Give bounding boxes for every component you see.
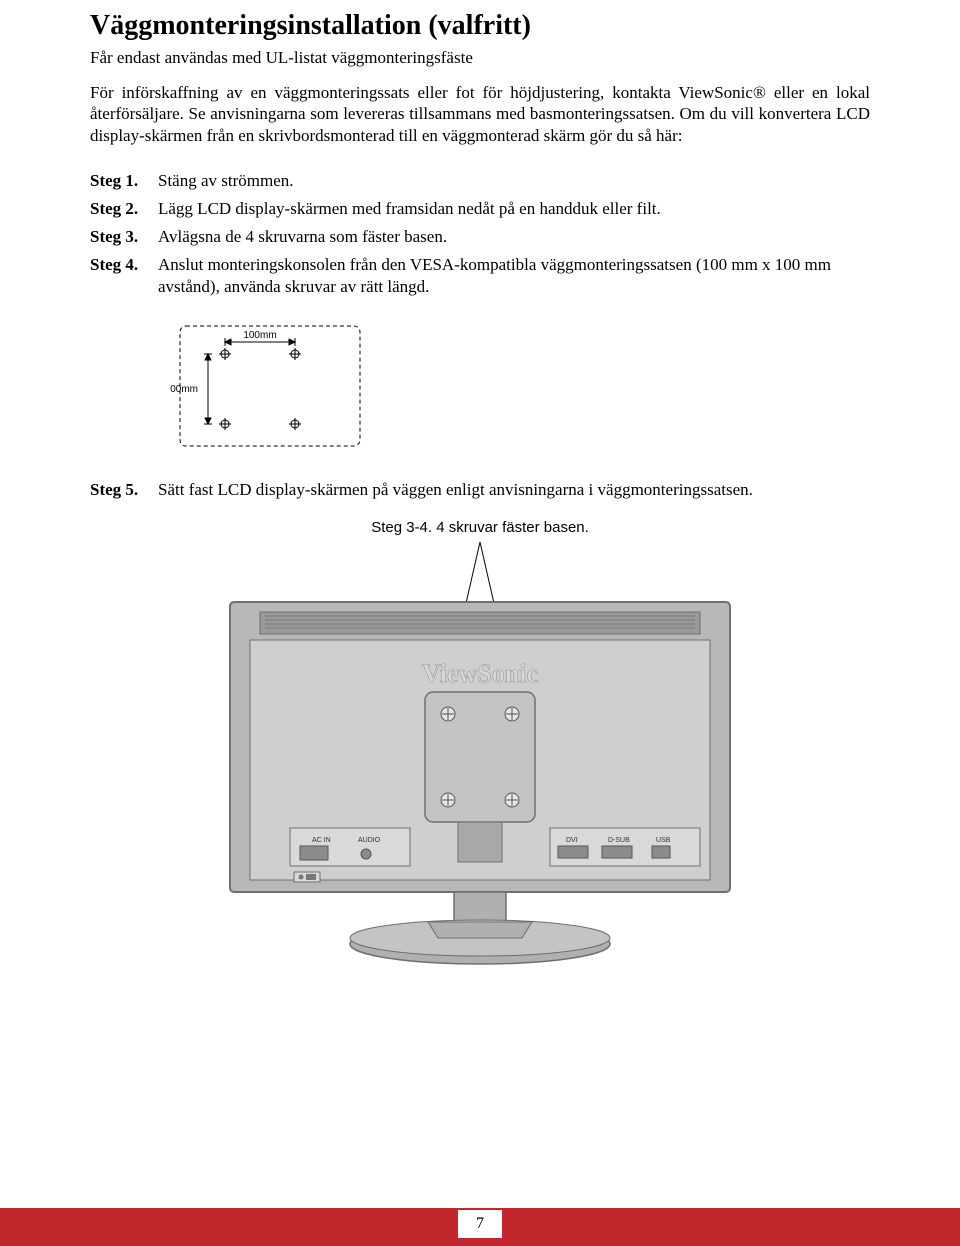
step-text: Stäng av strömmen. [158,170,870,192]
vesa-diagram: 100mm 100mm [170,316,870,461]
intro-paragraph: För införskaffning av en väggmonteringss… [90,82,870,146]
port-label: AUDIO [358,837,381,844]
step-row: Steg 5. Sätt fast LCD display-skärmen på… [90,479,870,501]
footer-bar: 7 [0,1208,960,1246]
step-text: Avlägsna de 4 skruvarna som fäster basen… [158,226,870,248]
vesa-h-label: 100mm [243,330,276,341]
step-label: Steg 4. [90,254,158,298]
step-row: Steg 2. Lägg LCD display-skärmen med fra… [90,198,870,220]
step-text: Anslut monteringskonsolen från den VESA-… [158,254,870,298]
port-label: DVI [566,837,578,844]
step-row: Steg 3. Avlägsna de 4 skruvarna som fäst… [90,226,870,248]
step-text: Lägg LCD display-skärmen med framsidan n… [158,198,870,220]
step-label: Steg 3. [90,226,158,248]
page-title: Väggmonteringsinstallation (valfritt) [90,10,870,42]
port-label: D-SUB [608,837,630,844]
step-row: Steg 1. Stäng av strömmen. [90,170,870,192]
vesa-v-label: 100mm [170,384,198,395]
page-subtitle: Får endast användas med UL-listat väggmo… [90,48,870,68]
steps-list: Steg 1. Stäng av strömmen. Steg 2. Lägg … [90,170,870,298]
port-label: USB [656,837,671,844]
figure-caption: Steg 3-4. 4 skruvar fäster basen. [90,519,870,536]
port-label: AC IN [312,837,331,844]
step-text: Sätt fast LCD display-skärmen på väggen … [158,479,870,501]
brand-logo: ViewSonic [422,659,538,688]
monitor-rear-figure: ViewSonic AC IN AUDIO DVI D-SUB [90,542,870,972]
page-number: 7 [458,1210,502,1238]
step-row: Steg 4. Anslut monteringskonsolen från d… [90,254,870,298]
step-label: Steg 5. [90,479,158,501]
step-label: Steg 1. [90,170,158,192]
steps-list-2: Steg 5. Sätt fast LCD display-skärmen på… [90,479,870,501]
step-label: Steg 2. [90,198,158,220]
